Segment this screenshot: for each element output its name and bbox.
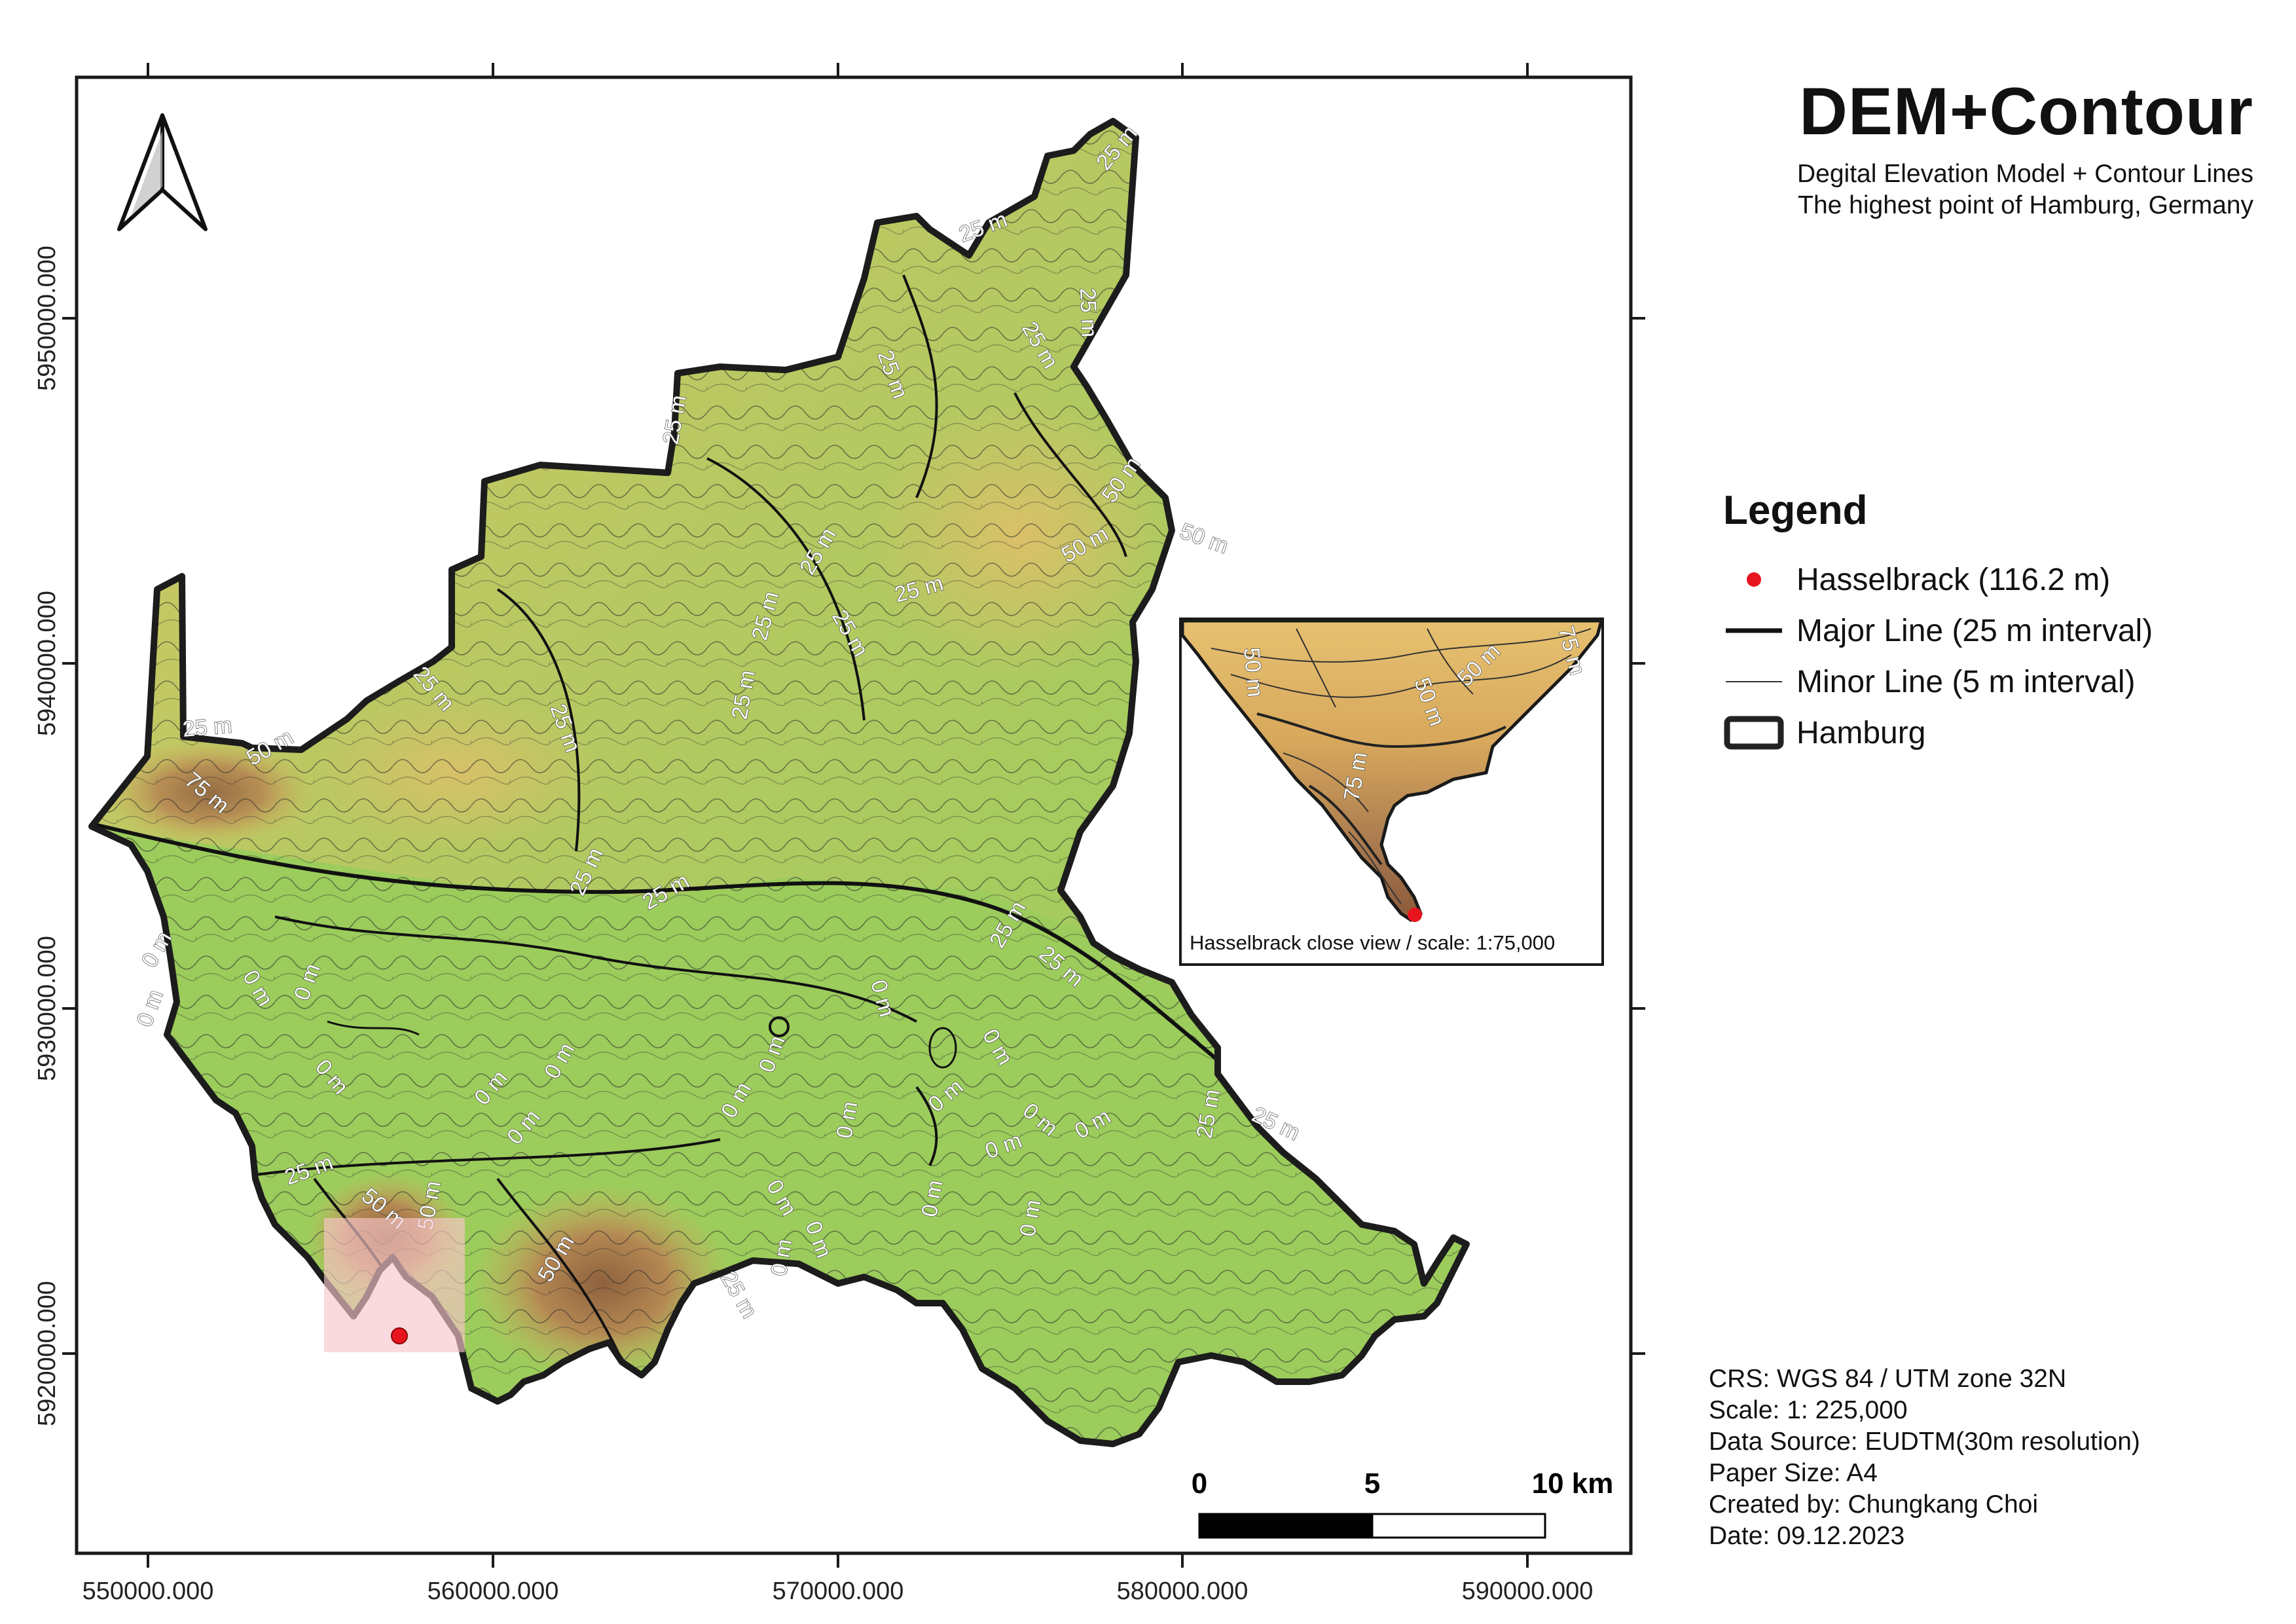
- x-tick-label: 550000.000: [82, 1578, 214, 1605]
- scalebar: 0 5 10 km: [1192, 1467, 1614, 1539]
- inset-contour-label: 50 m: [1239, 646, 1267, 698]
- map-subtitle: Degital Elevation Model + Contour Lines: [1797, 160, 2253, 188]
- x-tick-label: 570000.000: [773, 1578, 904, 1605]
- red-point-icon: [1723, 560, 1785, 599]
- legend-item: Minor Line (5 m interval): [1723, 659, 2136, 705]
- meta-paper-size: Paper Size: A4: [1709, 1459, 1878, 1487]
- contour-label: 25 m: [181, 713, 233, 742]
- legend-item: Hasselbrack (116.2 m): [1723, 557, 2110, 602]
- legend-label: Hasselbrack (116.2 m): [1796, 562, 2111, 597]
- y-tick-label: 5920000.000: [33, 1281, 61, 1426]
- legend-title: Legend: [1723, 488, 1868, 533]
- boundary-box-icon: [1723, 713, 1785, 752]
- inset-hasselbrack-point-icon: [1408, 908, 1422, 922]
- y-tick-label: 5940000.000: [33, 591, 61, 736]
- scalebar-label: 0: [1192, 1467, 1207, 1500]
- scalebar-label: 10 km: [1532, 1467, 1614, 1500]
- y-tick-label: 5930000.000: [33, 936, 61, 1081]
- contour-label: 25 m: [1075, 287, 1102, 338]
- legend-label: Minor Line (5 m interval): [1796, 664, 2136, 699]
- x-tick-label: 560000.000: [428, 1578, 559, 1605]
- legend-item: Hamburg: [1723, 710, 1925, 756]
- map-title: DEM+Contour: [1799, 74, 2253, 149]
- thick-line-icon: [1723, 611, 1785, 650]
- frame-ticks: [62, 63, 1645, 1568]
- meta-crs: CRS: WGS 84 / UTM zone 32N: [1709, 1365, 2067, 1393]
- map-subtitle: The highest point of Hamburg, Germany: [1798, 191, 2253, 219]
- x-tick-label: 580000.000: [1117, 1578, 1248, 1605]
- contour-label: 0 m: [917, 1178, 947, 1219]
- x-tick-label: 590000.000: [1462, 1578, 1594, 1605]
- inset-map: 50 m 50 m 50 m 75 m 75 m Hasselbrack clo…: [1179, 618, 1604, 966]
- meta-scale: Scale: 1: 225,000: [1709, 1396, 1908, 1424]
- meta-data-source: Data Source: EUDTM(30m resolution): [1709, 1428, 2140, 1456]
- legend-item: Major Line (25 m interval): [1723, 608, 2153, 654]
- thin-line-icon: [1723, 662, 1785, 701]
- scalebar-label: 5: [1364, 1467, 1380, 1500]
- inset-caption: Hasselbrack close view / scale: 1:75,000: [1190, 931, 1555, 954]
- legend-label: Major Line (25 m interval): [1796, 613, 2153, 648]
- meta-author: Created by: Chungkang Choi: [1709, 1490, 2038, 1519]
- meta-date: Date: 09.12.2023: [1709, 1522, 1905, 1550]
- north-arrow-icon: [117, 113, 208, 231]
- legend-label: Hamburg: [1796, 715, 1926, 750]
- y-tick-label: 5950000.000: [33, 246, 61, 391]
- inset-terrain: [1180, 619, 1604, 923]
- hasselbrack-point-icon: [391, 1327, 408, 1344]
